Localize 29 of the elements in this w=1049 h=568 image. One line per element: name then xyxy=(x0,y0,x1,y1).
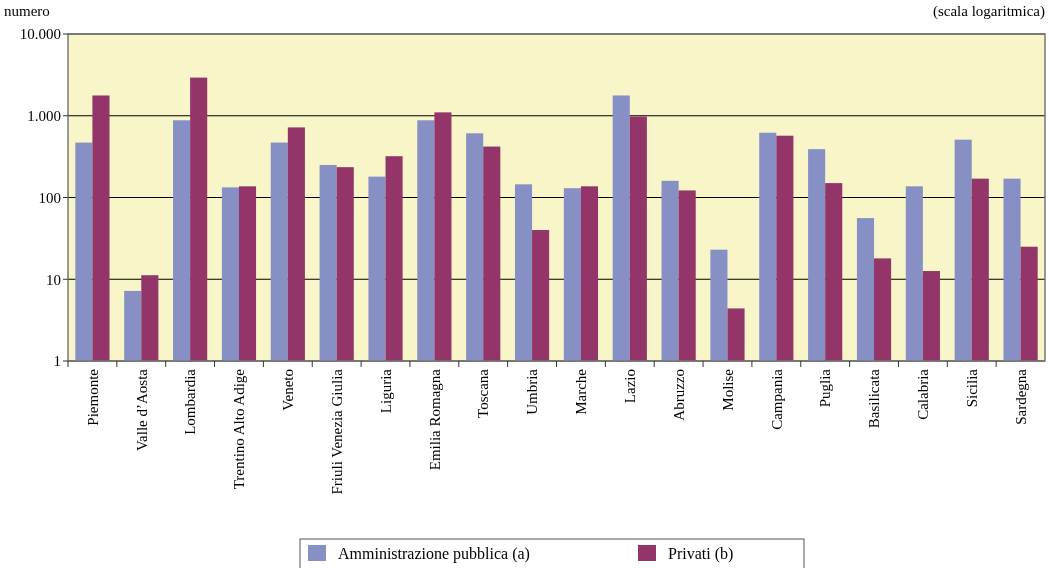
x-tick-label: Lazio xyxy=(622,369,639,404)
x-tick-label: Liguria xyxy=(377,368,394,414)
legend-label: Privati (b) xyxy=(668,544,734,563)
y-axis-title: numero xyxy=(4,3,50,19)
x-tick-label: Calabria xyxy=(915,368,932,420)
x-tick-label: Trentino Alto Adige xyxy=(231,368,248,490)
y-tick-label: 1 xyxy=(53,353,61,370)
x-tick-label: Basilicata xyxy=(866,368,883,429)
x-tick-label: Umbria xyxy=(524,368,541,415)
x-tick-label: Abruzzo xyxy=(670,369,687,421)
x-tick-label: Emilia Romagna xyxy=(426,368,443,471)
text: (scala logaritmica) xyxy=(932,3,1045,20)
y-tick-label: 100 xyxy=(38,189,61,206)
x-tick-label: Sicilia xyxy=(963,368,980,408)
x-tick-label: Campania xyxy=(768,368,785,430)
x-tick-label: Veneto xyxy=(280,369,297,411)
x-tick-label: Friuli Venezia Giulia xyxy=(328,368,345,495)
x-tick-label: Sardegna xyxy=(1012,368,1029,425)
x-tick-label: Valle d’Aosta xyxy=(133,368,150,452)
x-tick-label: Molise xyxy=(719,368,736,411)
x-tick-label: Piemonte xyxy=(84,368,101,426)
y-tick-label: 10 xyxy=(46,271,61,288)
y-tick-label: 1.000 xyxy=(27,108,61,124)
x-tick-label: Puglia xyxy=(817,368,834,408)
x-tick-label: Toscana xyxy=(475,368,492,418)
legend-label: Amministrazione pubblica (a) xyxy=(338,544,530,563)
x-tick-label: Marche xyxy=(573,368,590,415)
x-tick-label: Lombardia xyxy=(182,368,199,435)
y-tick-label: 10.000 xyxy=(19,26,61,43)
